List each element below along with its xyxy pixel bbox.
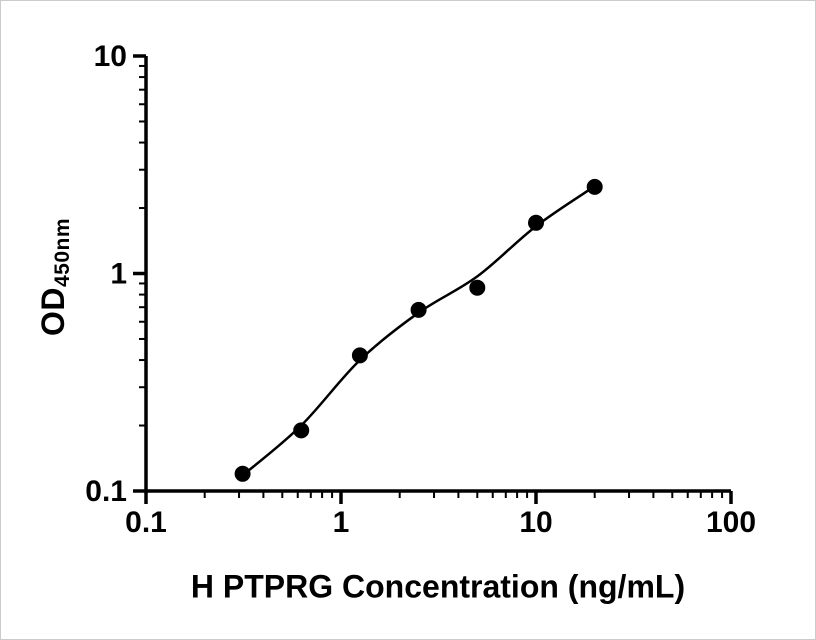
data-point — [351, 347, 368, 364]
data-point — [410, 301, 427, 318]
y-axis-label-main: OD — [35, 287, 71, 337]
axis-spines — [144, 56, 731, 493]
x-tick-label: 0.1 — [125, 506, 167, 539]
y-axis-label-subscript: 450nm — [51, 217, 74, 288]
y-tick-label: 1 — [110, 258, 127, 291]
data-point — [469, 279, 486, 296]
data-point — [586, 178, 603, 195]
x-tick-label: 1 — [333, 506, 350, 539]
data-point — [234, 465, 251, 482]
y-tick-label: 0.1 — [85, 475, 127, 508]
x-tick-label: 10 — [519, 506, 552, 539]
data-point — [293, 422, 310, 439]
y-axis-label: OD450nm — [35, 218, 75, 336]
data-point — [528, 214, 544, 231]
x-tick-label: 100 — [706, 506, 756, 539]
x-axis-label: H PTPRG Concentration (ng/mL) — [190, 568, 686, 605]
y-tick-label: 10 — [94, 40, 127, 73]
